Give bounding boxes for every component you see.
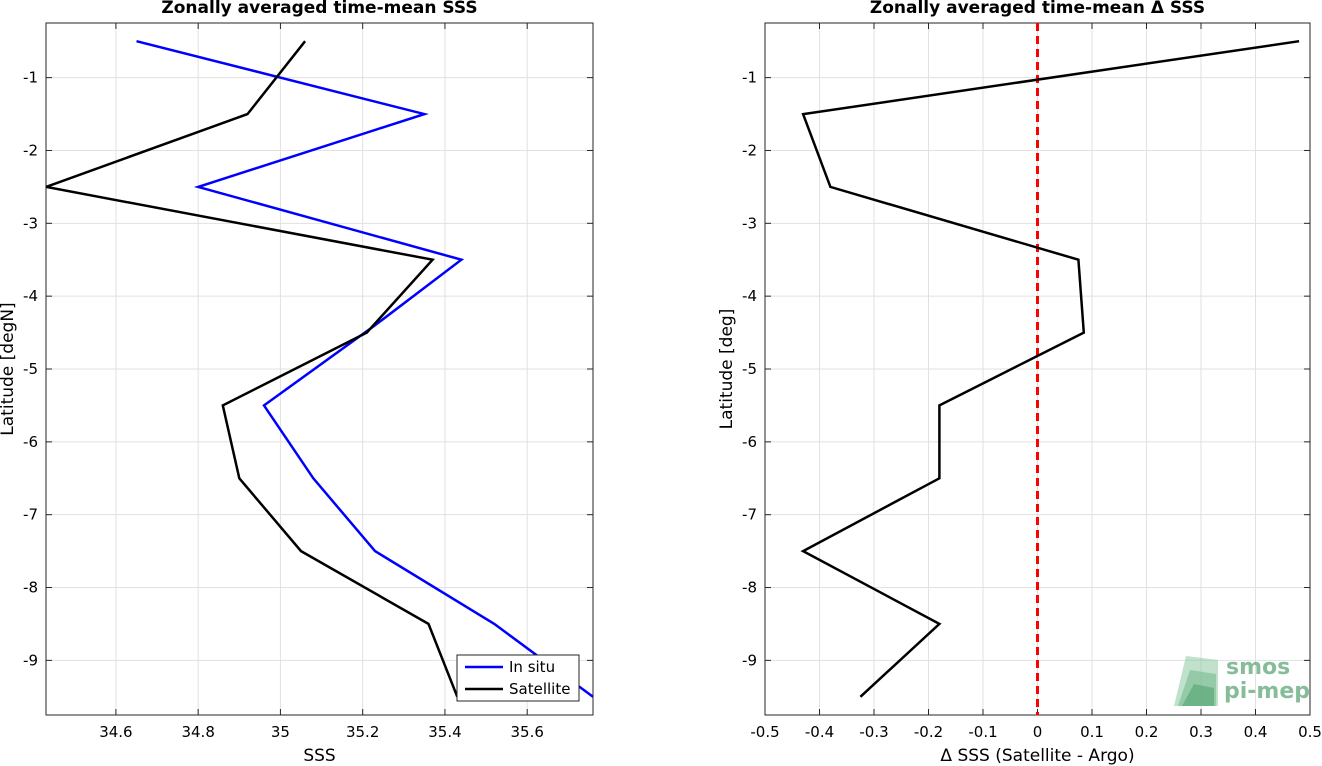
legend: In situ Satellite bbox=[456, 654, 580, 702]
x-axis-label: Δ SSS (Satellite - Argo) bbox=[940, 746, 1134, 766]
logo-line1: smos bbox=[1226, 655, 1290, 680]
x-tick-label: 0.5 bbox=[1298, 723, 1322, 741]
y-axis-label: Latitude [deg] bbox=[717, 309, 737, 430]
y-tick-label: -7 bbox=[23, 506, 38, 524]
x-tick-label: 0 bbox=[1033, 723, 1043, 741]
y-tick-label: -3 bbox=[742, 214, 757, 232]
y-tick-label: -9 bbox=[742, 651, 757, 669]
y-tick-label: -1 bbox=[23, 69, 38, 87]
x-tick-label: 0.2 bbox=[1135, 723, 1159, 741]
smos-pimep-logo: smos pi-mep bbox=[1174, 655, 1310, 706]
x-tick-label: 34.6 bbox=[99, 723, 132, 741]
legend-box bbox=[456, 654, 580, 702]
y-tick-label: -1 bbox=[742, 69, 757, 87]
legend-label: Satellite bbox=[509, 680, 570, 698]
y-tick-label: -2 bbox=[23, 141, 38, 159]
x-tick-label: -0.2 bbox=[914, 723, 943, 741]
y-axis-label: Latitude [degN] bbox=[0, 302, 18, 435]
y-tick-label: -6 bbox=[742, 433, 757, 451]
x-tick-label: -0.5 bbox=[750, 723, 779, 741]
series-line-1 bbox=[46, 40, 459, 698]
logo-line2: pi-mep bbox=[1224, 679, 1310, 704]
y-tick-label: -6 bbox=[23, 433, 38, 451]
legend-label: In situ bbox=[509, 658, 555, 676]
chart-right: -0.5 -0.4 -0.3 -0.2 -0.1 0 0.1 0.2 0.3 0.4 0.5 -1 -2… bbox=[717, 0, 1322, 766]
y-tick-label: -2 bbox=[742, 141, 757, 159]
y-tick-label: -4 bbox=[742, 287, 757, 305]
x-tick-label: -0.4 bbox=[805, 723, 834, 741]
chart-left: 34.6 34.8 35 35.2 35.4 35.6 -1 -2 -3 -4 -5 -6 -7 -8 -9… bbox=[0, 0, 594, 766]
chart-title: Zonally averaged time-mean Δ SSS bbox=[870, 0, 1205, 18]
y-tick-label: -8 bbox=[742, 579, 757, 597]
x-tick-label: 35 bbox=[271, 723, 290, 741]
y-tick-label: -5 bbox=[23, 360, 38, 378]
series-line-0 bbox=[800, 39, 1300, 698]
y-tick-label: -8 bbox=[23, 579, 38, 597]
y-tick-label: -9 bbox=[23, 651, 38, 669]
x-tick-label: 0.4 bbox=[1244, 723, 1268, 741]
x-tick-label: -0.3 bbox=[859, 723, 888, 741]
series-line-0 bbox=[136, 39, 593, 698]
x-tick-label: 35.4 bbox=[428, 723, 461, 741]
x-tick-label: 35.6 bbox=[510, 723, 543, 741]
y-tick-label: -5 bbox=[742, 360, 757, 378]
logo-mark-icon bbox=[1174, 656, 1218, 706]
x-tick-label: 0.3 bbox=[1189, 723, 1213, 741]
x-tick-label: -0.1 bbox=[968, 723, 997, 741]
x-axis-label: SSS bbox=[303, 746, 335, 766]
y-tick-label: -7 bbox=[742, 506, 757, 524]
x-tick-label: 34.8 bbox=[181, 723, 214, 741]
y-tick-label: -3 bbox=[23, 214, 38, 232]
x-tick-label: 35.2 bbox=[346, 723, 379, 741]
chart-title: Zonally averaged time-mean SSS bbox=[161, 0, 477, 18]
y-tick-label: -4 bbox=[23, 287, 38, 305]
x-tick-label: 0.1 bbox=[1080, 723, 1104, 741]
